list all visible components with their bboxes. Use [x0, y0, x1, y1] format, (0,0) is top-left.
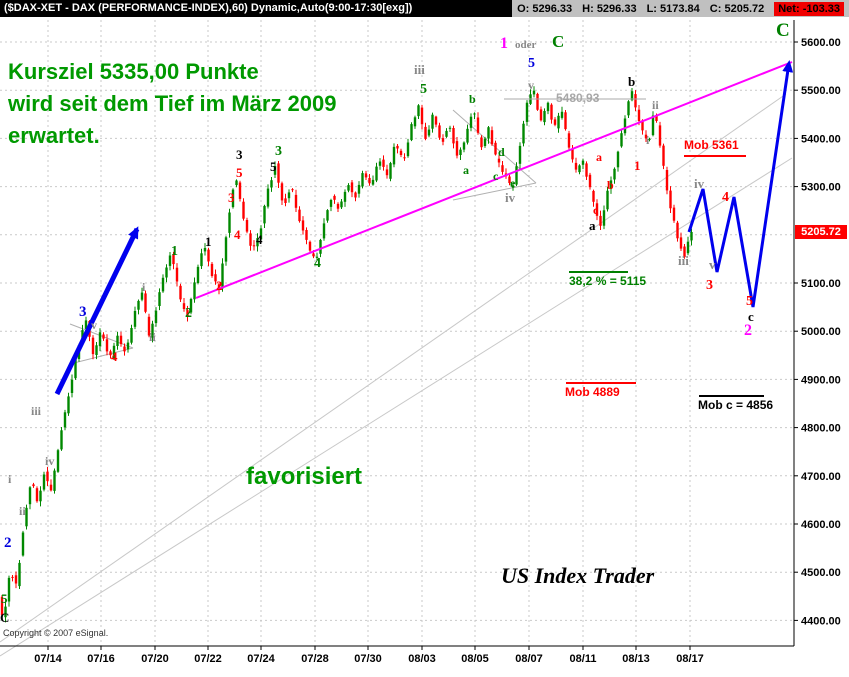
- y-axis-label: 5500.00: [801, 85, 841, 97]
- x-axis-label: 08/03: [408, 653, 436, 665]
- open-label: O:: [517, 2, 530, 15]
- y-axis-label: 4700.00: [801, 471, 841, 483]
- quote-strip: O: 5296.33 H: 5296.33 L: 5173.84 C: 5205…: [512, 0, 849, 17]
- pennant-2-lower: [452, 182, 537, 201]
- y-axis-label: 4900.00: [801, 374, 841, 386]
- chart-title-bar[interactable]: ($DAX-XET - DAX (PERFORMANCE-INDEX),60) …: [0, 0, 849, 17]
- high-value: 5296.33: [596, 2, 637, 15]
- x-axis-label: 08/11: [570, 653, 597, 665]
- low-value: 5173.84: [660, 2, 700, 15]
- net-change-badge: Net: -103.33: [774, 1, 844, 16]
- pennant-1-lower: [69, 347, 134, 365]
- projection-path: [687, 60, 794, 308]
- y-axis-label: 5000.00: [801, 326, 841, 338]
- high-quote: H: 5296.33: [582, 3, 636, 15]
- y-axis-label: 4400.00: [801, 615, 841, 627]
- x-axis-label: 07/20: [141, 653, 169, 665]
- y-axis-label: 4600.00: [801, 519, 841, 531]
- x-axis-label: 07/30: [354, 653, 382, 665]
- x-axis-label: 07/16: [87, 653, 115, 665]
- close-quote: C: 5205.72: [710, 3, 764, 15]
- open-quote: O: 5296.33: [517, 3, 572, 15]
- x-axis-label: 08/13: [622, 653, 650, 665]
- x-axis-label: 07/14: [34, 653, 62, 665]
- x-axis-label: 07/22: [194, 653, 222, 665]
- magenta-trendline: [195, 61, 793, 299]
- y-axis-label: 5100.00: [801, 278, 841, 290]
- x-axis-label: 08/17: [676, 653, 704, 665]
- close-value: 5205.72: [724, 2, 765, 15]
- y-axis-label: 4800.00: [801, 423, 841, 435]
- high-label: H:: [582, 2, 594, 15]
- x-axis-label: 07/28: [301, 653, 329, 665]
- y-axis-label: 4500.00: [801, 567, 841, 579]
- symbol-title: ($DAX-XET - DAX (PERFORMANCE-INDEX),60) …: [4, 2, 413, 14]
- gray-channel-2: [0, 93, 787, 643]
- pennant-1-upper: [69, 323, 134, 349]
- x-axis-label: 07/24: [247, 653, 275, 665]
- y-axis-label: 5300.00: [801, 182, 841, 194]
- x-axis-label: 08/05: [461, 653, 489, 665]
- open-value: 5296.33: [532, 2, 573, 15]
- close-label: C:: [709, 2, 722, 15]
- y-axis-label: 5600.00: [801, 37, 841, 49]
- net-label: Net:: [778, 2, 800, 15]
- gray-channel-1: [0, 157, 793, 657]
- candlestick-series: [0, 86, 693, 623]
- y-axis-label: 5400.00: [801, 133, 841, 145]
- low-quote: L: 5173.84: [647, 3, 700, 15]
- impulse-arrow: [54, 226, 140, 396]
- low-label: L:: [646, 2, 657, 15]
- net-value: -103.33: [802, 2, 840, 15]
- x-axis-label: 08/07: [515, 653, 543, 665]
